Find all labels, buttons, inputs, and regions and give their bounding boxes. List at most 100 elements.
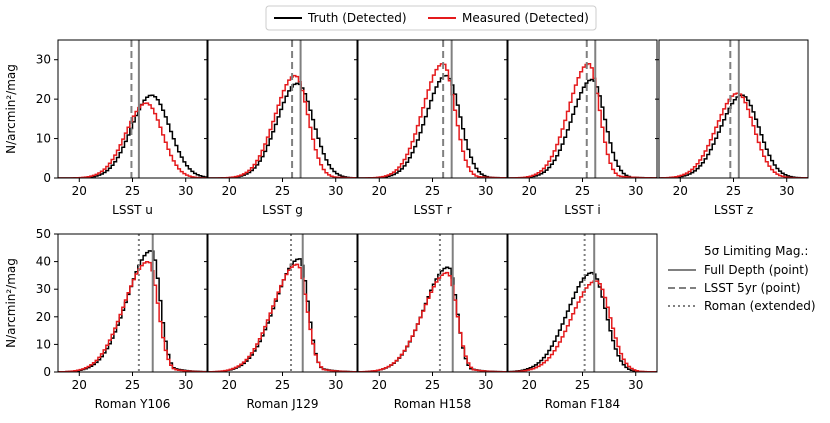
series-truth-roman-j129 xyxy=(208,258,357,372)
x-tick-label-lsst-r-30: 30 xyxy=(478,184,493,198)
y-tick-label-roman-y106-50: 50 xyxy=(36,227,51,241)
legend-truth-label: Truth (Detected) xyxy=(307,11,407,25)
curves-roman-j129 xyxy=(208,258,357,372)
series-measured-lsst-u xyxy=(58,102,207,178)
x-axis-label-roman-h158: Roman H158 xyxy=(394,397,472,411)
x-tick-label-roman-f184-30: 30 xyxy=(628,378,643,392)
series-truth-lsst-z xyxy=(659,94,808,178)
x-tick-label-lsst-i-25: 25 xyxy=(575,184,590,198)
x-tick-label-lsst-z-30: 30 xyxy=(779,184,794,198)
axes-frame-roman-h158 xyxy=(357,233,508,373)
series-truth-roman-f184 xyxy=(508,271,657,372)
panel-lsst-g: 20 25 30 LSST g xyxy=(204,39,358,217)
x-tick-label-lsst-i-30: 30 xyxy=(628,184,643,198)
axes-frame-roman-f184 xyxy=(507,233,658,373)
panel-roman-y106: 20 25 30 0 10 20 30 40 50 Roman Y106 xyxy=(36,227,208,411)
axes-frame-roman-y106 xyxy=(57,233,208,373)
y-tick-label-roman-y106-20: 20 xyxy=(36,310,51,324)
x-axis-label-lsst-g: LSST g xyxy=(262,203,303,217)
y-tick-label-lsst-u-10: 10 xyxy=(36,132,51,146)
legend-right-title: 5σ Limiting Mag.: xyxy=(704,244,808,258)
series-truth-lsst-u xyxy=(58,94,207,178)
x-axis-label-lsst-u: LSST u xyxy=(112,203,153,217)
series-measured-lsst-g xyxy=(208,74,357,178)
legend-measured-label: Measured (Detected) xyxy=(462,11,589,25)
panel-lsst-u: 20 25 30 0 10 20 30 LSST u xyxy=(36,39,208,217)
x-axis-label-lsst-i: LSST i xyxy=(564,203,600,217)
legend-right: 5σ Limiting Mag.: Full Depth (point) LSS… xyxy=(668,244,816,313)
legend-top: Truth (Detected) Measured (Detected) xyxy=(265,5,597,31)
y-tick-label-roman-y106-40: 40 xyxy=(36,255,51,269)
curves-lsst-r xyxy=(358,63,507,178)
curves-lsst-u xyxy=(58,94,207,178)
x-tick-label-lsst-z-20: 20 xyxy=(673,184,688,198)
x-tick-label-roman-y106-30: 30 xyxy=(178,378,193,392)
x-tick-label-lsst-g-25: 25 xyxy=(275,184,290,198)
panel-lsst-r: 20 25 30 LSST r xyxy=(354,39,508,217)
x-tick-label-lsst-g-20: 20 xyxy=(222,184,237,198)
series-measured-roman-f184 xyxy=(508,280,657,372)
x-axis-label-lsst-z: LSST z xyxy=(714,203,753,217)
series-measured-lsst-z xyxy=(659,92,808,178)
series-measured-lsst-r xyxy=(358,63,507,178)
panel-lsst-z: 20 25 30 LSST z xyxy=(655,39,809,217)
axes-frame-lsst-z xyxy=(658,39,809,179)
x-axis-label-roman-f184: Roman F184 xyxy=(545,397,620,411)
x-tick-label-roman-f184-20: 20 xyxy=(522,378,537,392)
y-tick-label-roman-y106-10: 10 xyxy=(36,337,51,351)
x-tick-label-lsst-r-25: 25 xyxy=(425,184,440,198)
legend-lsst5yr-label: LSST 5yr (point) xyxy=(704,281,801,295)
x-axis-label-roman-j129: Roman J129 xyxy=(246,397,318,411)
x-tick-label-roman-j129-30: 30 xyxy=(328,378,343,392)
x-tick-label-roman-f184-25: 25 xyxy=(575,378,590,392)
series-truth-roman-y106 xyxy=(58,250,207,372)
panels: 20 25 30 0 10 20 30 LSST u 20 25 30 LSST g 20 25 30 LSS… xyxy=(36,39,809,411)
y-tick-label-roman-y106-30: 30 xyxy=(36,282,51,296)
legend-roman-extended-label: Roman (extended) xyxy=(704,299,816,313)
curves-lsst-z xyxy=(659,92,808,178)
curves-roman-y106 xyxy=(58,250,207,372)
curves-lsst-g xyxy=(208,74,357,178)
x-axis-label-roman-y106: Roman Y106 xyxy=(95,397,171,411)
y-axis-label-bottom: N/arcmin²/mag xyxy=(4,258,18,348)
y-tick-label-lsst-u-30: 30 xyxy=(36,53,51,67)
panel-roman-f184: 20 25 30 Roman F184 xyxy=(504,233,658,411)
series-measured-lsst-i xyxy=(508,62,657,178)
series-truth-lsst-r xyxy=(358,74,507,178)
axes-frame-lsst-u xyxy=(57,39,208,179)
axes-frame-lsst-r xyxy=(357,39,508,179)
y-tick-label-lsst-u-20: 20 xyxy=(36,92,51,106)
x-tick-label-roman-y106-20: 20 xyxy=(72,378,87,392)
x-tick-label-roman-y106-25: 25 xyxy=(125,378,140,392)
series-truth-lsst-i xyxy=(508,78,657,178)
y-tick-label-lsst-u-0: 0 xyxy=(43,171,51,185)
axes-frame-roman-j129 xyxy=(207,233,358,373)
panel-roman-j129: 20 25 30 Roman J129 xyxy=(204,233,358,411)
curves-roman-f184 xyxy=(508,271,657,372)
series-measured-roman-y106 xyxy=(58,261,207,372)
x-tick-label-lsst-u-30: 30 xyxy=(178,184,193,198)
x-tick-label-roman-h158-20: 20 xyxy=(372,378,387,392)
y-axis-label-top: N/arcmin²/mag xyxy=(4,64,18,154)
x-tick-label-lsst-u-25: 25 xyxy=(125,184,140,198)
x-axis-label-lsst-r: LSST r xyxy=(414,203,452,217)
x-tick-label-lsst-i-20: 20 xyxy=(522,184,537,198)
x-tick-label-lsst-z-25: 25 xyxy=(726,184,741,198)
x-tick-label-lsst-r-20: 20 xyxy=(372,184,387,198)
x-tick-label-roman-h158-30: 30 xyxy=(478,378,493,392)
panel-lsst-i: 20 25 30 LSST i xyxy=(504,39,658,217)
series-truth-roman-h158 xyxy=(358,266,507,372)
curves-roman-h158 xyxy=(358,266,507,372)
curves-lsst-i xyxy=(508,62,657,178)
x-tick-label-roman-h158-25: 25 xyxy=(425,378,440,392)
legend-full-depth-label: Full Depth (point) xyxy=(704,263,809,277)
axes-frame-lsst-i xyxy=(507,39,658,179)
y-tick-label-roman-y106-0: 0 xyxy=(43,365,51,379)
series-measured-roman-j129 xyxy=(208,263,357,372)
x-tick-label-lsst-g-30: 30 xyxy=(328,184,343,198)
x-tick-label-lsst-u-20: 20 xyxy=(72,184,87,198)
x-tick-label-roman-j129-20: 20 xyxy=(222,378,237,392)
x-tick-label-roman-j129-25: 25 xyxy=(275,378,290,392)
series-measured-roman-h158 xyxy=(358,271,507,372)
